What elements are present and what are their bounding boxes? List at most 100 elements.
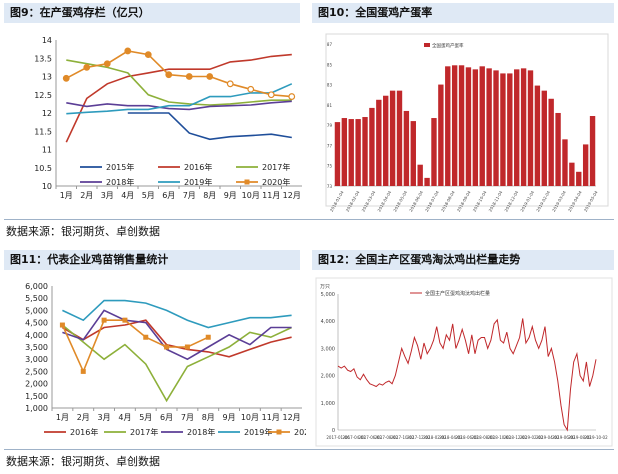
y-tick-label: 2,000 xyxy=(321,374,335,380)
bar xyxy=(493,70,499,186)
y-tick-label: 4,000 xyxy=(25,331,48,340)
y-tick-label: 6,000 xyxy=(25,282,48,291)
y-tick-label: 87 xyxy=(327,42,333,47)
y-tick-label: 4,000 xyxy=(321,319,335,325)
series-point-2020年 xyxy=(205,334,211,340)
y-tick-label: 2,000 xyxy=(25,380,48,389)
x-tick-label: 8月 xyxy=(203,191,216,200)
legend-label: 全国主产区蛋鸡淘汰鸡出栏量 xyxy=(425,290,490,297)
bar xyxy=(548,98,554,186)
y-tick-label: 5,000 xyxy=(321,292,335,298)
x-tick-label: 2017-10-02 xyxy=(391,435,415,440)
legend-label-2016年: 2016年 xyxy=(70,427,98,437)
y-tick-label: 85 xyxy=(327,62,333,67)
bar xyxy=(431,118,437,186)
legend-marker-2020年 xyxy=(276,429,282,435)
series-point-2020年 xyxy=(226,80,234,88)
x-tick-label: 5月 xyxy=(142,191,155,200)
legend-label-2019年: 2019年 xyxy=(244,427,272,437)
series-line xyxy=(337,318,597,432)
y-tick-label: 10.5 xyxy=(34,164,52,173)
x-tick-label: 9月 xyxy=(224,191,237,200)
series-line-2017年 xyxy=(66,59,292,106)
x-tick-label: 5月 xyxy=(139,413,152,422)
series-line-2015年 xyxy=(127,112,292,141)
x-tick-label: 2018-08-02 xyxy=(472,435,496,440)
x-tick-label: 2017-06-02 xyxy=(359,435,383,440)
fig12-title-bar: 图12：全国主产区蛋鸡淘汰鸡出栏量走势 xyxy=(312,250,614,270)
x-tick-label: 2019-04-02 xyxy=(536,435,560,440)
bar xyxy=(383,95,389,186)
source-note-top: 数据来源：银河期货、卓创数据 xyxy=(6,225,160,238)
fig11-title-bar: 图11：代表企业鸡苗销售量统计 xyxy=(4,250,300,270)
y-tick-label: 14 xyxy=(42,36,52,45)
y-tick-label: 11 xyxy=(42,146,52,155)
bar xyxy=(514,69,520,186)
fig9-title: 图9：在产蛋鸡存栏（亿只） xyxy=(10,6,150,19)
x-tick-label: 4月 xyxy=(121,191,134,200)
y-tick-label: 5,500 xyxy=(25,294,48,303)
series-point-2020年 xyxy=(164,344,170,350)
y-tick-label: 12 xyxy=(42,109,52,118)
legend-label-2017年: 2017年 xyxy=(130,427,158,437)
x-tick-label: 2018-06-02 xyxy=(455,435,479,440)
x-tick-label: 8月 xyxy=(202,413,215,422)
bar xyxy=(472,69,479,186)
x-tick-label: 2月 xyxy=(77,413,90,422)
series-point-2020年 xyxy=(83,63,91,71)
x-tick-label: 2017-12-02 xyxy=(407,435,431,440)
bar xyxy=(576,171,582,186)
series-point-2020年 xyxy=(103,60,111,68)
series-point-2020年 xyxy=(184,344,190,350)
x-tick-label: 2017-04-02 xyxy=(343,435,367,440)
series-line-2019年 xyxy=(66,83,293,115)
y-tick-label: 11.5 xyxy=(34,127,52,136)
bar xyxy=(507,73,513,186)
series-line-2018年 xyxy=(62,309,292,361)
legend-label: 全国蛋鸡产蛋率 xyxy=(432,42,464,49)
x-tick-label: 3月 xyxy=(98,413,111,422)
bar xyxy=(369,107,375,186)
series-point-2020年 xyxy=(267,91,275,99)
x-tick-label: 12月 xyxy=(282,413,300,422)
x-tick-label: 12月 xyxy=(283,191,301,200)
x-tick-label: 2018-10-02 xyxy=(488,435,512,440)
bar xyxy=(458,65,465,186)
y-tick-label: 77 xyxy=(327,143,333,148)
legend-label-2016年: 2016年 xyxy=(184,162,212,172)
bar xyxy=(582,144,589,186)
x-tick-label: 7月 xyxy=(183,191,196,200)
bar xyxy=(355,119,361,186)
legend-label-2018年: 2018年 xyxy=(106,177,134,187)
bar xyxy=(562,139,568,186)
series-point-2020年 xyxy=(185,73,193,80)
y-tick-label: 1,500 xyxy=(25,392,48,401)
legend-label-2015年: 2015年 xyxy=(106,162,134,172)
x-tick-label: 2018-02-02 xyxy=(423,435,447,440)
series-line-2020年 xyxy=(65,50,292,98)
series-point-2020年 xyxy=(144,51,152,59)
y-tick-label: 12.5 xyxy=(34,91,52,100)
bar xyxy=(541,90,547,186)
series-line-2018年 xyxy=(66,100,292,111)
bar xyxy=(527,70,534,186)
bar xyxy=(555,112,561,186)
x-tick-label: 2017-08-02 xyxy=(375,435,399,440)
bar xyxy=(424,177,430,186)
x-tick-label: 1月 xyxy=(56,413,69,422)
legend-label-2020年: 2020年 xyxy=(294,427,306,437)
y-tick-label: 0 xyxy=(332,428,335,434)
series-point-2020年 xyxy=(101,317,107,323)
y-tick-label: 83 xyxy=(327,83,333,88)
bar xyxy=(389,90,396,186)
x-tick-label: 4月 xyxy=(118,413,131,422)
series-point-2020年 xyxy=(124,47,132,55)
bar xyxy=(465,67,472,186)
series-point-2020年 xyxy=(62,74,70,82)
y-tick-label: 13.5 xyxy=(34,54,52,63)
series-point-2020年 xyxy=(80,368,86,374)
y-tick-label: 81 xyxy=(327,103,333,108)
x-tick-label: 2月 xyxy=(80,191,93,200)
x-tick-label: 11月 xyxy=(262,191,280,200)
y-tick-label: 79 xyxy=(327,123,333,128)
